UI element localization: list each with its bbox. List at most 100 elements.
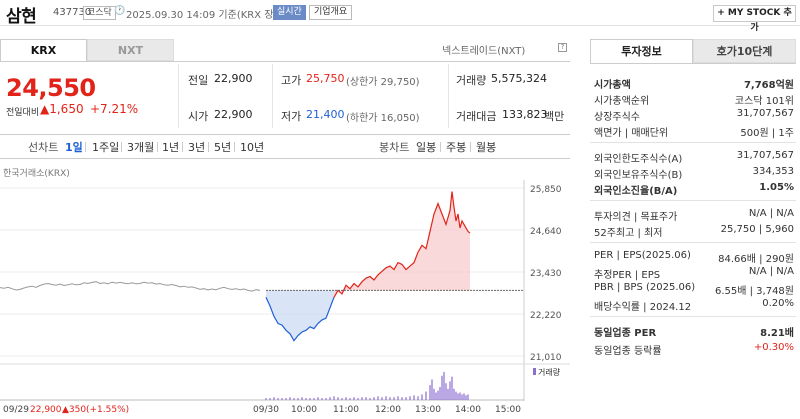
help-icon[interactable]: ? (558, 43, 567, 52)
stock-code: 437730 (53, 7, 92, 18)
volume-bar (305, 398, 307, 400)
y-tick-label: 23,430 (530, 269, 562, 279)
volume-bar (289, 397, 291, 400)
divider (85, 142, 86, 152)
period-1w[interactable]: 1주일 (92, 141, 120, 154)
volume-bar (325, 398, 327, 400)
volume-bar (273, 397, 275, 400)
upper-limit: (상한가 29,750) (346, 77, 420, 88)
intraday-chart[interactable]: 25,850 24,640 23,430 22,220 21,010 거래량 09/30… (0, 160, 570, 419)
volume-bar (333, 396, 335, 400)
market-badge: 코스닥 (83, 6, 116, 20)
volume-bar (345, 397, 347, 400)
clock-icon: 🕐 (114, 6, 126, 16)
prev-date: 09/29 (3, 405, 29, 415)
amount-label: 거래대금 (456, 110, 497, 123)
low-label: 저가 (281, 110, 302, 123)
corp-overview-button[interactable]: 기업개요 (309, 5, 353, 20)
x-tick-label: 11:00 (333, 405, 359, 415)
invest-value: 8.21배 (760, 328, 794, 339)
divider (234, 142, 235, 152)
volume-bar (269, 398, 271, 400)
prev-change-pct: (+1.55%) (86, 405, 129, 415)
volume-bar (449, 381, 451, 400)
volume-bar (465, 395, 467, 400)
volume-bar (441, 375, 443, 400)
prev-price: 22,900 (30, 405, 62, 415)
volume-bar (397, 396, 399, 400)
volume-bar (457, 393, 459, 400)
candle-monthly[interactable]: 월봉 (476, 141, 497, 154)
invest-value: 0.20% (762, 298, 794, 309)
invest-label: PER | EPS(2025.06) (594, 250, 691, 261)
volume-bar (313, 398, 315, 400)
open-label: 시가 (188, 110, 209, 123)
volume-bar (417, 396, 419, 400)
invest-label: 상장주식수 (594, 112, 640, 123)
volume-bar (433, 388, 435, 400)
volume-bar (297, 398, 299, 400)
add-mystock-button[interactable]: + MY STOCK 추가 (713, 5, 796, 33)
volume-bar (349, 398, 351, 400)
invest-value: 500원 | 1주 (740, 128, 794, 139)
change-label: 전일대비 (6, 108, 40, 118)
prev-day-line (0, 281, 261, 292)
divider (448, 64, 449, 128)
divider (590, 142, 796, 143)
y-tick-label: 21,010 (530, 353, 562, 363)
volume-bar (293, 398, 295, 400)
volume-bar (431, 379, 433, 400)
y-tick-label: 24,640 (530, 227, 562, 237)
period-5y[interactable]: 5년 (214, 141, 232, 154)
candle-weekly[interactable]: 주봉 (446, 141, 467, 154)
volume-bar (437, 390, 439, 400)
open-value: 22,900 (214, 108, 253, 121)
amount-unit: 백만 (544, 110, 565, 123)
volume-bar (341, 398, 343, 400)
invest-label: PBR | BPS (2025.06) (594, 282, 696, 293)
timestamp: 2025.09.30 14:09 기준(KRX 장중) (126, 10, 287, 21)
volume-bar (455, 391, 457, 400)
tab-orderbook[interactable]: 호가10단계 (693, 39, 796, 63)
low-value: 21,400 (306, 108, 345, 121)
divider (0, 134, 570, 135)
divider (178, 64, 179, 128)
invest-value: 코스닥 101위 (734, 96, 794, 107)
period-3y[interactable]: 3년 (188, 141, 206, 154)
volume-bar (265, 398, 267, 400)
invest-value: 6.55배 | 3,748원 (714, 286, 794, 297)
chart-svg[interactable]: 25,850 24,640 23,430 22,220 21,010 거래량 09/30… (0, 160, 570, 419)
invest-label: 동일업종 등락률 (594, 346, 662, 357)
high-value: 25,750 (306, 72, 345, 85)
invest-value: 334,353 (752, 166, 794, 177)
realtime-button[interactable]: 실시간 (273, 5, 306, 20)
divider (272, 64, 273, 128)
volume-bar (277, 398, 279, 400)
y-tick-label: 25,850 (530, 185, 562, 195)
volume-bar (413, 395, 415, 400)
volume-bar (443, 372, 445, 400)
invest-value: 25,750 | 5,960 (720, 224, 794, 235)
invest-label: 투자의견 | 목표주가 (594, 212, 678, 223)
prev-close-label: 전일 (188, 74, 209, 87)
volume-bar (357, 398, 359, 400)
period-1y[interactable]: 1년 (162, 141, 180, 154)
tab-nxt[interactable]: NXT (87, 39, 174, 61)
invest-label: 동일업종 PER (594, 328, 657, 339)
nextrade-label: 넥스트레이드(NXT) (442, 46, 526, 57)
down-line (265, 297, 335, 342)
period-3m[interactable]: 3개월 (127, 141, 155, 154)
change-percent: +7.21% (90, 102, 139, 116)
period-1d[interactable]: 1일 (65, 141, 83, 154)
volume-bar (389, 397, 391, 400)
y-tick-label: 22,220 (530, 311, 562, 321)
period-10y[interactable]: 10년 (240, 141, 265, 154)
x-tick-label: 09/30 (253, 405, 279, 415)
volume-bar (329, 397, 331, 400)
tab-krx[interactable]: KRX (0, 39, 87, 61)
candle-daily[interactable]: 일봉 (416, 141, 437, 154)
volume-bar (285, 398, 287, 400)
change-value: ▲1,650 (40, 102, 84, 116)
tab-invest-info[interactable]: 투자정보 (590, 39, 693, 63)
divider (590, 200, 796, 201)
